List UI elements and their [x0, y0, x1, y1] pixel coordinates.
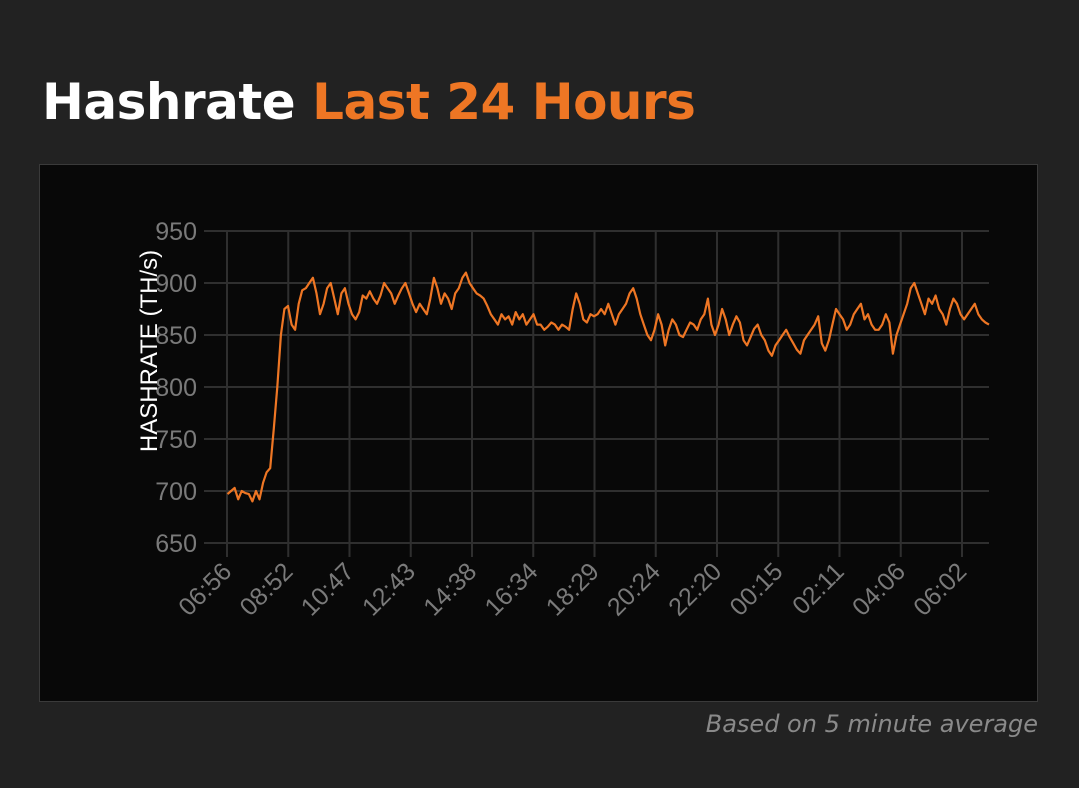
y-tick-labels: 950 900 850 800 750 700 650	[155, 218, 197, 558]
x-tick-label: 18:29	[541, 557, 605, 621]
y-tick-label: 700	[155, 478, 197, 506]
y-tick-label: 800	[155, 374, 197, 402]
x-tick-label: 02:11	[787, 557, 850, 620]
y-tick-label: 950	[155, 218, 197, 246]
x-tick-labels: 06:5608:5210:4712:4314:3816:3418:2920:24…	[173, 557, 972, 621]
title-highlight: Last 24 Hours	[312, 73, 696, 131]
chart-panel: 950 900 850 800 750 700 650 06:56 08:52 10:47 12:…	[39, 164, 1038, 702]
footnote: Based on 5 minute average	[705, 710, 1038, 738]
x-tick-label: 16:34	[479, 557, 543, 621]
x-tick-label: 06:56	[173, 557, 237, 621]
x-tick-label: 20:24	[602, 557, 666, 621]
page-title: Hashrate Last 24 Hours	[42, 72, 696, 132]
y-tick-label: 750	[155, 426, 197, 454]
x-tick-label: 08:52	[234, 557, 298, 621]
title-main: Hashrate	[42, 73, 296, 131]
hashrate-chart: 950 900 850 800 750 700 650 06:5608:5210:4712:…	[136, 218, 990, 621]
x-tick-label: 12:43	[357, 557, 421, 621]
y-tick-label: 650	[155, 530, 197, 558]
grid-layer	[204, 230, 989, 557]
series-layer	[226, 271, 990, 503]
series-line-0	[226, 271, 990, 503]
x-tick-label: 22:20	[663, 557, 727, 621]
y-tick-label: 850	[155, 322, 197, 350]
y-tick-label: 900	[155, 270, 197, 298]
x-tick-label: 00:15	[724, 557, 788, 621]
x-tick-label: 06:02	[908, 557, 972, 621]
x-tick-label: 10:47	[296, 557, 360, 621]
x-tick-label: 04:06	[847, 557, 911, 621]
y-axis-label: HASHRATE (TH/s)	[136, 250, 163, 452]
x-tick-label: 14:38	[418, 557, 482, 621]
